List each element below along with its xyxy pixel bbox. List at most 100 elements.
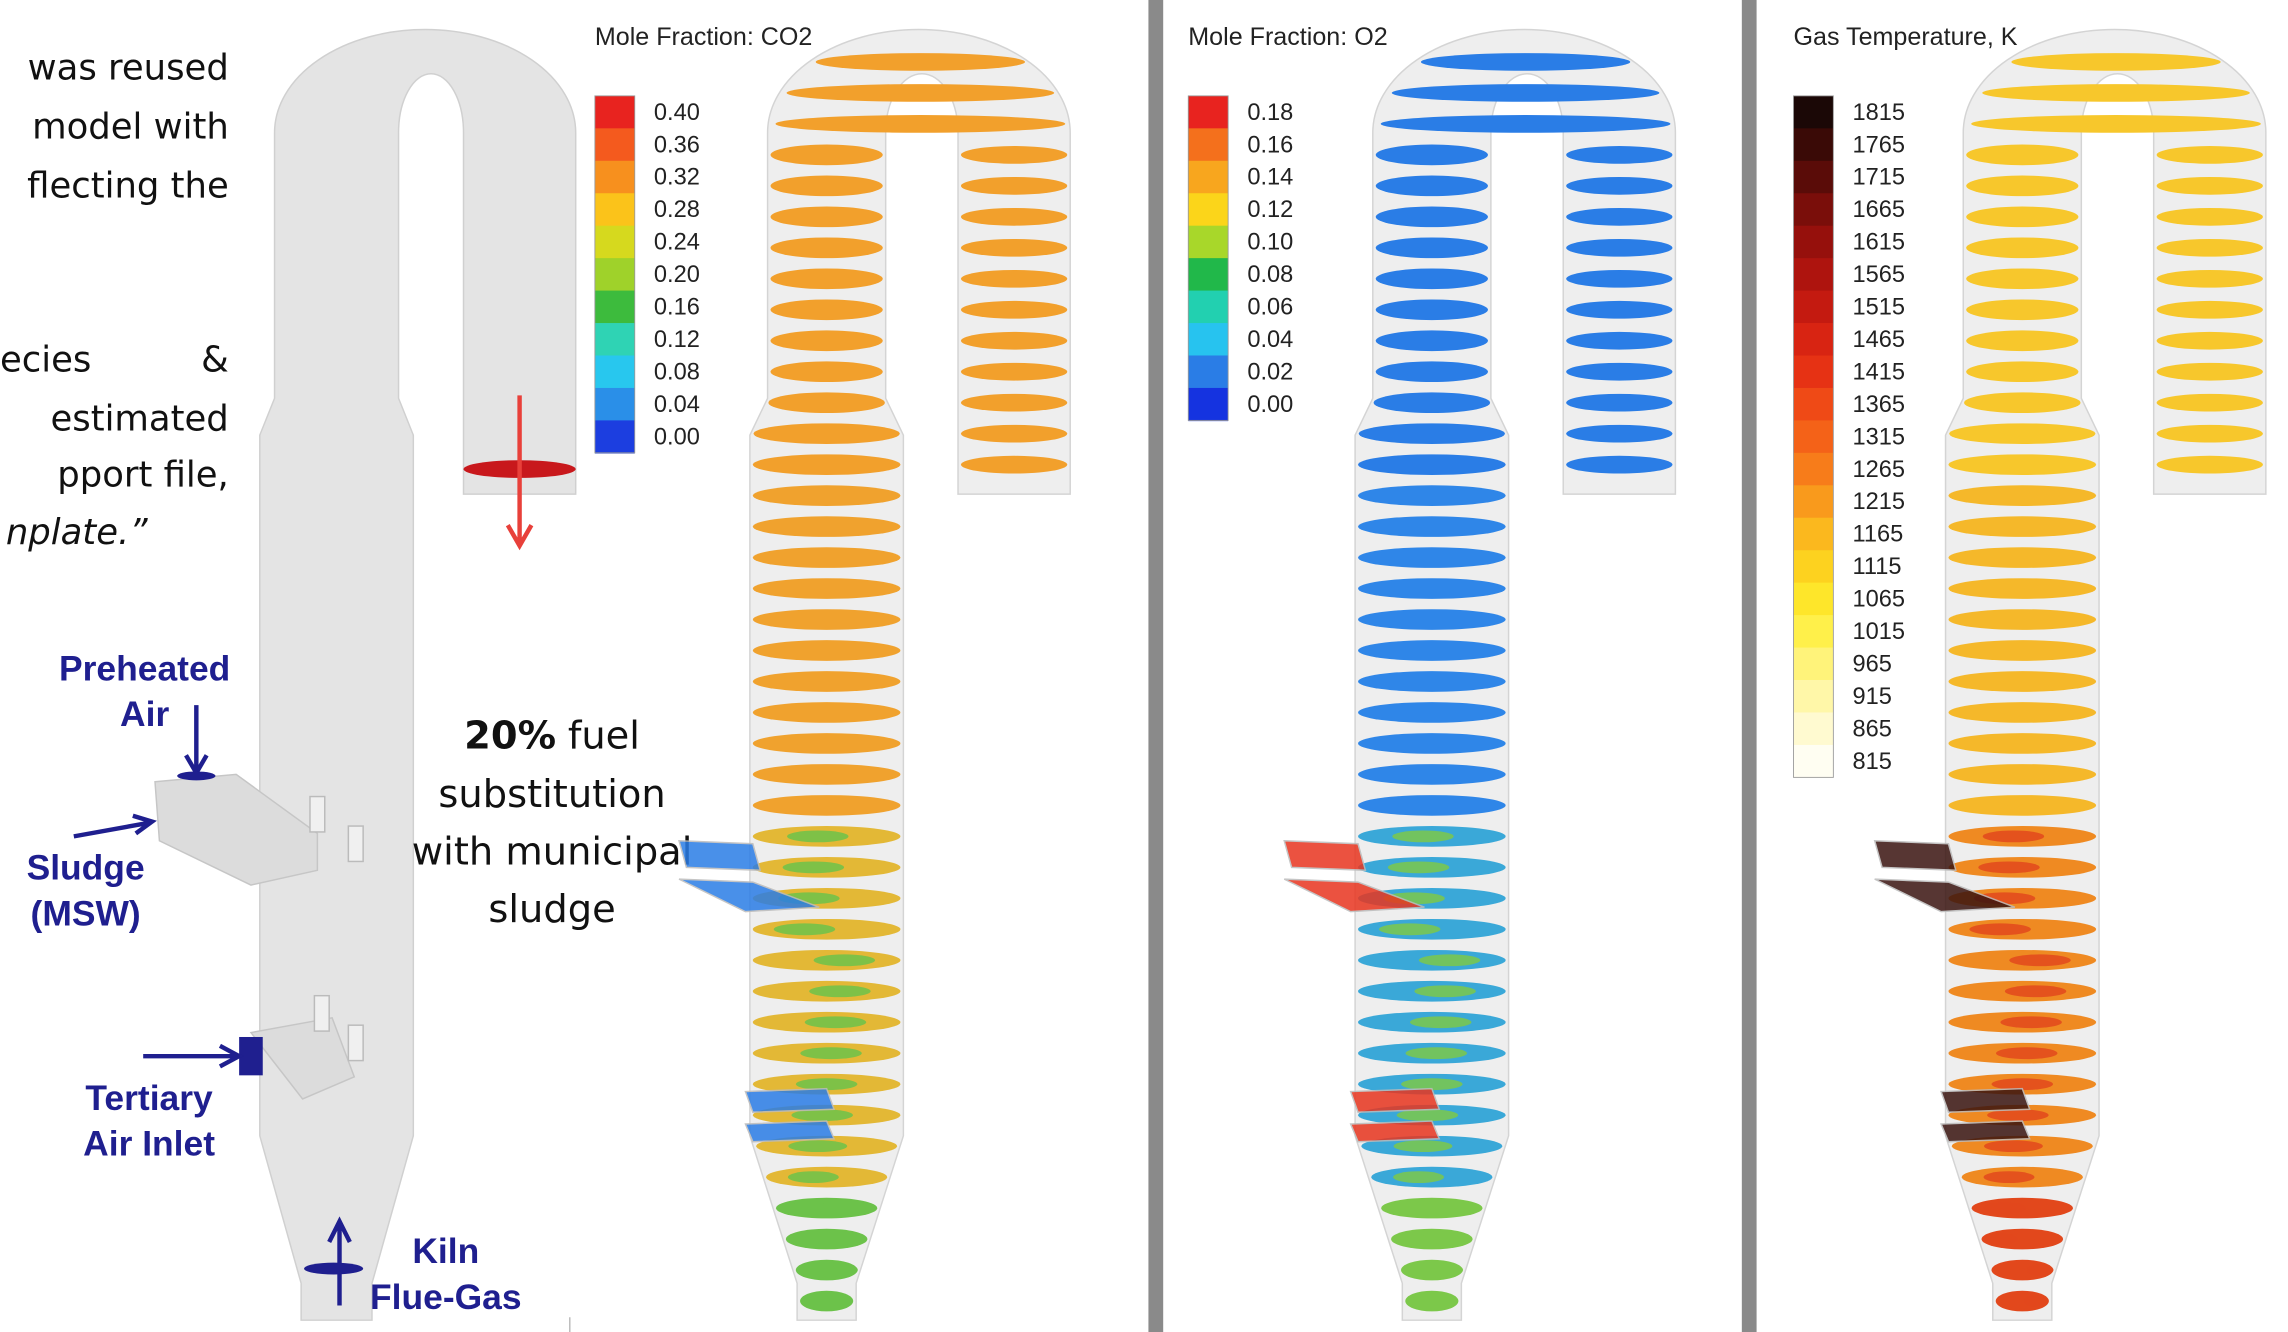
paragraph-text: estimated: [50, 398, 228, 439]
label: Kiln: [412, 1231, 479, 1271]
colorbar-swatch: [1793, 291, 1833, 324]
ring: [1358, 640, 1506, 661]
ring-patch: [828, 1295, 852, 1307]
ring: [1948, 485, 2096, 506]
arrow: [186, 705, 207, 773]
ring: [1566, 177, 1672, 195]
colorbar-swatch: [1188, 226, 1228, 259]
colorbar-label: 0.24: [654, 230, 700, 256]
ring: [2011, 53, 2220, 71]
ring-patch: [1393, 1202, 1436, 1214]
annotation: substitution: [438, 772, 665, 817]
ring: [1948, 516, 2096, 537]
colorbar-swatch: [595, 258, 635, 291]
ring-patch: [1414, 985, 1475, 997]
colorbar-label: 1115: [1853, 554, 1902, 580]
ring-patch: [2000, 1016, 2061, 1028]
ring: [1566, 301, 1672, 319]
colorbar-swatch: [595, 420, 635, 453]
ring: [753, 733, 901, 754]
colorbar-label: 0.36: [654, 132, 700, 158]
ring: [1359, 423, 1505, 444]
ring: [1948, 547, 2096, 568]
ring: [1358, 764, 1506, 785]
ring: [787, 84, 1055, 102]
colorbar-swatch: [1793, 226, 1833, 259]
colorbar-label: 1815: [1853, 100, 1906, 126]
colorbar-swatch: [1793, 161, 1833, 194]
paragraph-text: was reused: [28, 47, 229, 88]
ring-patch: [1393, 1171, 1444, 1183]
paragraph-text: model with: [32, 106, 229, 147]
colorbar-swatch: [595, 291, 635, 324]
colorbar-swatch: [1793, 128, 1833, 161]
ring-patch: [805, 1016, 866, 1028]
colorbar-label: 1365: [1853, 392, 1906, 418]
ring: [1358, 547, 1506, 568]
ring-patch: [831, 1264, 858, 1276]
ring: [1374, 392, 1490, 413]
nozzle: [310, 797, 325, 832]
ring: [1566, 208, 1672, 226]
ring-patch: [2005, 985, 2066, 997]
ring: [1971, 115, 2261, 133]
ring: [1948, 454, 2096, 475]
ring: [753, 640, 901, 661]
colorbar-swatch: [1793, 193, 1833, 226]
ring: [1948, 578, 2096, 599]
ring: [1358, 454, 1506, 475]
ring-patch: [1388, 861, 1449, 873]
colorbar-label: 1615: [1853, 230, 1906, 256]
colorbar-label: 0.04: [654, 392, 700, 418]
colorbar-title: Gas Temperature, K: [1793, 23, 2017, 51]
colorbar-label: 1215: [1853, 489, 1906, 515]
ring: [961, 208, 1067, 226]
ring: [771, 207, 883, 228]
colorbar-swatch: [595, 128, 635, 161]
ring: [1566, 394, 1672, 412]
annotation: with municipal: [412, 830, 693, 875]
ring: [1966, 207, 2078, 228]
colorbar-label: 1565: [1853, 262, 1906, 288]
colorbar-label: 0.14: [1247, 165, 1293, 191]
colorbar-swatch: [595, 161, 635, 194]
colorbar-label: 1265: [1853, 457, 1906, 483]
ring: [2157, 394, 2263, 412]
ring: [1421, 53, 1630, 71]
ring: [1966, 361, 2078, 382]
ring: [771, 361, 883, 382]
ring: [1358, 578, 1506, 599]
colorbar-label: 0.02: [1247, 359, 1293, 385]
paragraph-text: flecting the: [27, 165, 229, 206]
label: Preheated: [59, 649, 230, 689]
ring: [1966, 237, 2078, 258]
ring: [1948, 733, 2096, 754]
colorbar-swatch: [1188, 161, 1228, 194]
ring: [1966, 330, 2078, 351]
ring: [1566, 332, 1672, 350]
ring: [771, 176, 883, 197]
ring: [1376, 268, 1488, 289]
colorbar-swatch: [1793, 583, 1833, 616]
ring: [961, 456, 1067, 474]
annotation: 20%fuel: [464, 713, 640, 758]
colorbar-swatch: [1793, 648, 1833, 681]
ring: [2157, 270, 2263, 288]
label: (MSW): [31, 893, 141, 933]
colorbar-label: 1715: [1853, 165, 1906, 191]
colorbar-label: 0.16: [654, 295, 700, 321]
colorbar-swatch: [1793, 96, 1833, 129]
colorbar-label: 0.28: [654, 197, 700, 223]
colorbar-swatch: [1793, 712, 1833, 745]
ring-patch: [774, 923, 835, 935]
ring: [1948, 702, 2096, 723]
colorbar-label: 1515: [1853, 295, 1906, 321]
label: Sludge: [27, 848, 145, 888]
ring-patch: [1394, 1140, 1453, 1152]
annotation-bold: 20%: [464, 713, 556, 758]
ring: [754, 423, 900, 444]
colorbar-label: 0.08: [1247, 262, 1293, 288]
ring: [753, 795, 901, 816]
ring: [816, 53, 1025, 71]
ring: [961, 394, 1067, 412]
